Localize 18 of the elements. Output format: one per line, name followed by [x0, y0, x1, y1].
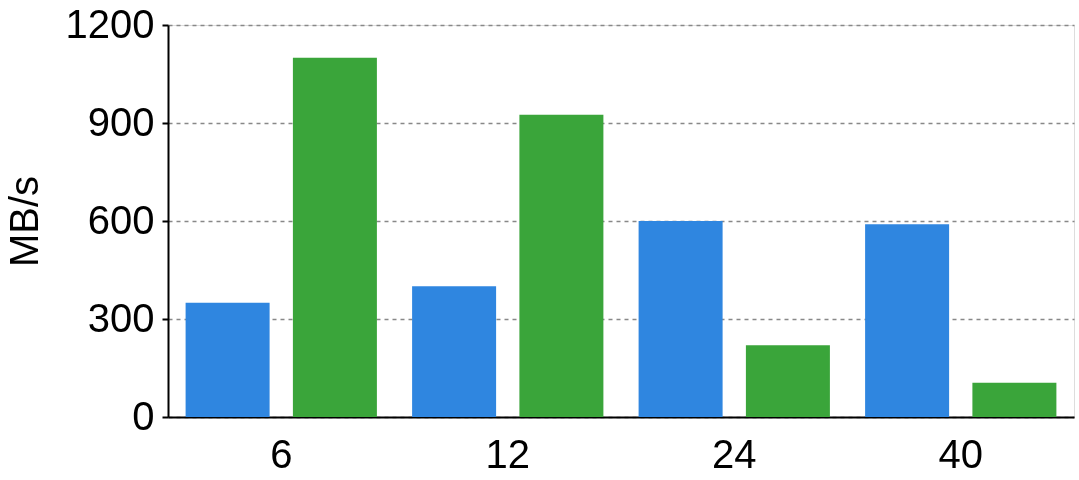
x-tick-label: 24 — [712, 431, 757, 476]
y-tick-label: 300 — [87, 295, 155, 340]
y-axis-title: MB/s — [1, 175, 46, 268]
y-tick-label: 0 — [132, 393, 155, 438]
y-tick-label: 1200 — [65, 1, 155, 46]
x-tick-label: 40 — [938, 431, 983, 476]
x-tick-label: 12 — [485, 431, 530, 476]
x-tick-label: 6 — [270, 431, 293, 476]
bar — [745, 345, 830, 417]
y-tick-label: 600 — [87, 197, 155, 242]
bar — [972, 382, 1057, 417]
bar — [412, 286, 497, 417]
y-tick-label: 900 — [87, 99, 155, 144]
bar — [865, 224, 950, 417]
bar — [185, 302, 270, 417]
bar — [292, 57, 377, 417]
bar — [638, 221, 723, 417]
bar — [519, 114, 604, 417]
